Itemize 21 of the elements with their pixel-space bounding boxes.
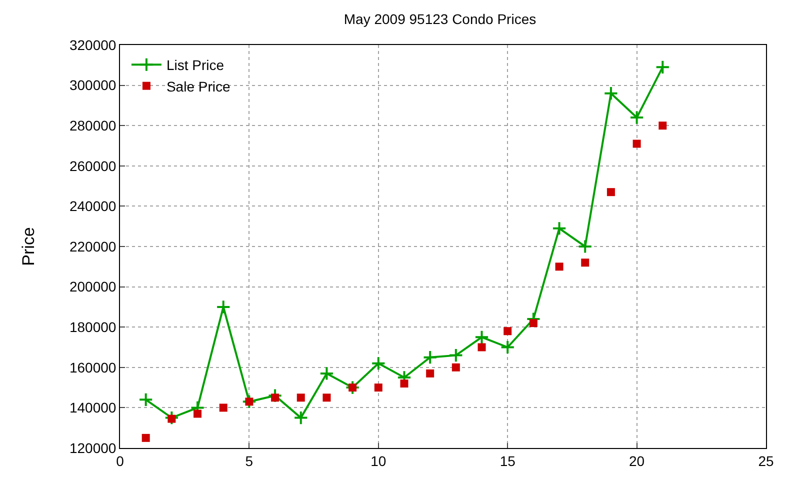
x-tick-label: 15 [500,452,516,469]
y-tick-label: 240000 [69,198,116,214]
legend-label: List Price [166,57,224,74]
y-tick-label: 300000 [69,77,116,94]
chart-title: May 2009 95123 Condo Prices [344,11,536,28]
y-axis-title: Price [19,227,38,266]
y-tick-label: 200000 [69,278,116,295]
x-tick-label: 5 [245,452,254,469]
y-tick-label: 220000 [69,238,116,254]
y-tick-label: 260000 [69,158,116,174]
y-tick-label: 180000 [69,319,116,335]
x-tick-label: 10 [370,452,386,469]
y-tick-label: 140000 [69,400,116,416]
x-tick-label: 0 [116,452,124,469]
legend-label: Sale Price [166,78,230,94]
x-tick-label: 20 [629,452,645,469]
y-tick-label: 280000 [69,118,116,134]
x-tick-label: 25 [758,452,774,469]
y-tick-label: 320000 [69,36,116,53]
y-tick-label: 120000 [69,440,116,456]
y-tick-label: 160000 [69,359,116,376]
